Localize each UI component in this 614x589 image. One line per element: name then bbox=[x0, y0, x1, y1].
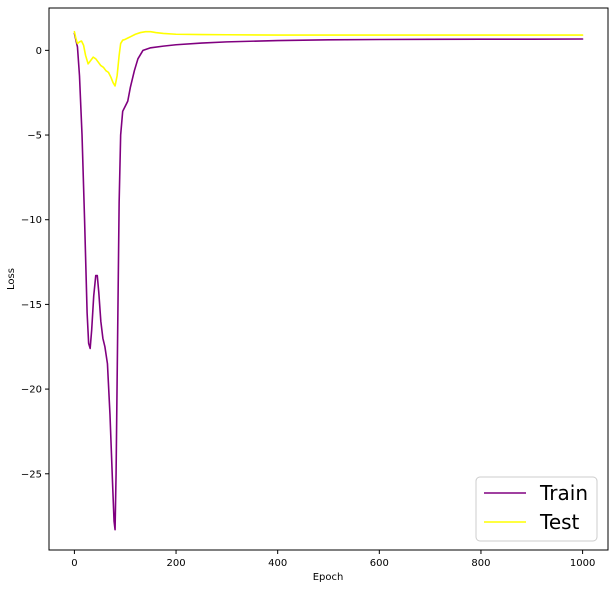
y-tick-label: −15 bbox=[21, 300, 42, 311]
axes-frame bbox=[48, 7, 609, 551]
y-tick-label: −10 bbox=[21, 215, 42, 226]
x-tick-label: 0 bbox=[71, 558, 77, 569]
y-axis: 0 −5 −10 −15 −20 −25 bbox=[21, 46, 49, 480]
y-tick-label: −25 bbox=[21, 469, 42, 480]
plot-area bbox=[73, 30, 584, 531]
x-tick-label: 1000 bbox=[570, 558, 595, 569]
x-tick-label: 600 bbox=[370, 558, 389, 569]
legend: Train Test bbox=[475, 476, 598, 542]
legend-label-train: Train bbox=[539, 481, 588, 505]
x-tick-label: 800 bbox=[471, 558, 490, 569]
y-axis-label: Loss bbox=[6, 268, 17, 290]
x-axis-label: Epoch bbox=[313, 572, 344, 583]
legend-label-test: Test bbox=[539, 510, 580, 534]
y-tick-label: −5 bbox=[27, 131, 42, 142]
x-tick-label: 200 bbox=[166, 558, 185, 569]
x-tick-label: 400 bbox=[268, 558, 287, 569]
y-tick-label: −20 bbox=[21, 385, 42, 396]
x-axis: 0 200 400 600 800 1000 bbox=[71, 550, 595, 569]
series-line-train bbox=[73, 32, 584, 531]
y-tick-label: 0 bbox=[36, 46, 42, 57]
series-line-test bbox=[73, 30, 584, 87]
